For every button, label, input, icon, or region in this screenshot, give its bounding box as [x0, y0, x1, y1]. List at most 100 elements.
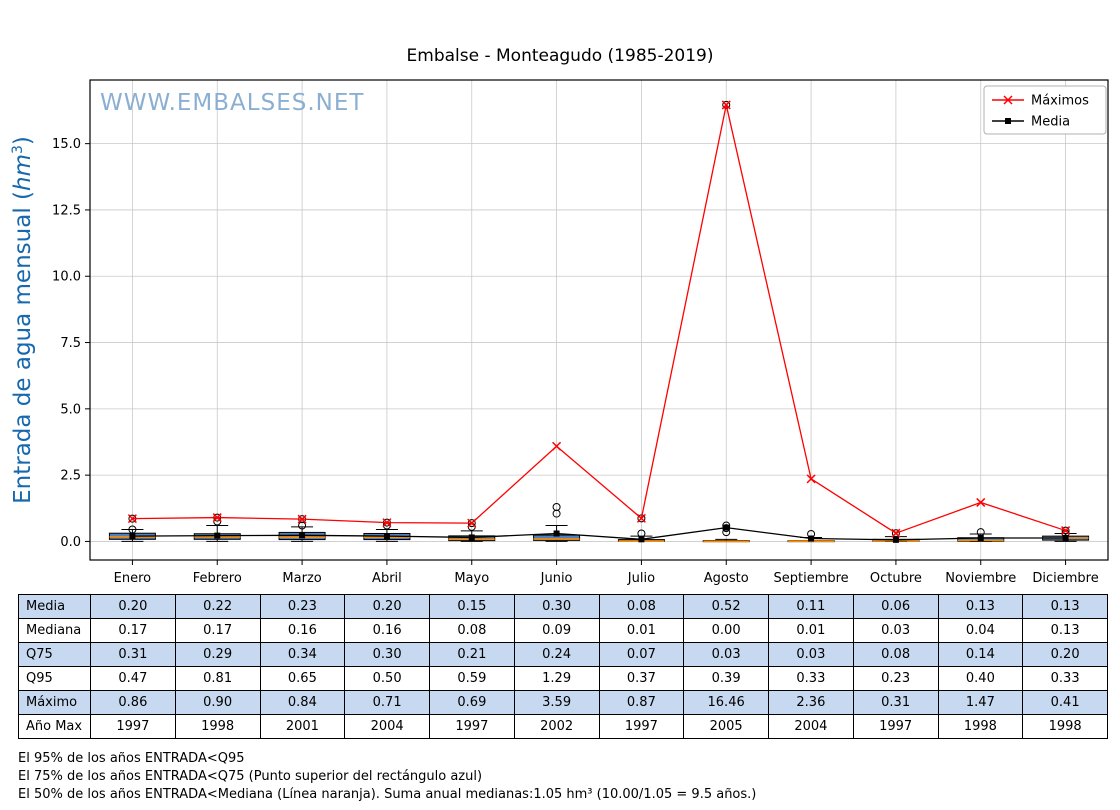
table-cell: 16.46 — [683, 690, 769, 715]
outlier-marker — [722, 100, 731, 109]
table-cell: 0.22 — [174, 594, 261, 619]
table-cell: 0.21 — [429, 642, 515, 667]
table-cell: 0.03 — [683, 642, 769, 667]
legend: Máximos Media — [983, 85, 1107, 135]
svg-text:Julio: Julio — [627, 571, 655, 586]
svg-text:15.0: 15.0 — [52, 137, 81, 152]
svg-text:5.0: 5.0 — [60, 402, 81, 417]
row-header: Máximo — [18, 690, 91, 715]
table-cell: 0.31 — [90, 642, 176, 667]
table-cell: 0.23 — [852, 666, 939, 691]
outlier-marker — [128, 525, 137, 534]
watermark: WWW.EMBALSES.NET — [100, 90, 364, 116]
svg-text:Octubre: Octubre — [870, 571, 922, 586]
table-cell: 0.00 — [683, 618, 769, 643]
svg-text:Agosto: Agosto — [704, 571, 749, 586]
table-row: Máximo 0.86 0.90 0.84 0.71 0.69 3.59 0.87 16.46 2… — [18, 690, 1108, 715]
table-cell: 0.81 — [174, 666, 261, 691]
row-header: Año Max — [18, 714, 91, 739]
x-axis-labels: Enero Febrero Marzo Abril Mayo Junio Julio Agos… — [114, 560, 1099, 586]
table-cell: 0.84 — [259, 690, 346, 715]
table-cell: 0.17 — [174, 618, 261, 643]
svg-text:Junio: Junio — [540, 571, 573, 586]
table-cell: 0.23 — [259, 594, 346, 619]
table-cell: 1.47 — [937, 690, 1024, 715]
outlier-marker — [552, 502, 561, 511]
svg-text:Febrero: Febrero — [193, 571, 242, 586]
svg-text:Septiembre: Septiembre — [773, 571, 848, 586]
table-cell: 0.09 — [513, 618, 600, 643]
svg-text:2.5: 2.5 — [60, 469, 81, 484]
table-cell: 1998 — [937, 714, 1024, 739]
table-cell: 0.90 — [174, 690, 261, 715]
footnote-q75: El 75% de los años ENTRADA<Q75 (Punto su… — [18, 769, 483, 784]
table-cell: 0.65 — [259, 666, 346, 691]
svg-text:Marzo: Marzo — [282, 571, 321, 586]
table-cell: 0.01 — [598, 618, 685, 643]
table-cell: 0.69 — [429, 690, 515, 715]
gridlines — [90, 80, 1108, 560]
legend-label-maximos: Máximos — [1031, 94, 1089, 109]
table-cell: 0.06 — [852, 594, 939, 619]
row-header: Mediana — [18, 618, 91, 643]
outlier-marker — [298, 521, 307, 530]
table-row: Media 0.20 0.22 0.23 0.20 0.15 0.30 0.08 0.52 0.1… — [18, 594, 1108, 619]
y-axis-label: Entrada de agua mensual (hm3) — [10, 136, 36, 504]
chart-canvas: 0.0 2.5 5.0 7.5 10.0 12.5 15.0 Enero Febrero Marz… — [10, 79, 1109, 586]
table-cell: 0.34 — [259, 642, 346, 667]
svg-text:Abril: Abril — [372, 571, 402, 586]
table-cell: 0.13 — [1022, 618, 1108, 643]
table-cell: 0.52 — [683, 594, 769, 619]
table-cell: 0.30 — [513, 594, 600, 619]
table-cell: 0.11 — [768, 594, 854, 619]
y-axis-ticks: 0.0 2.5 5.0 7.5 10.0 12.5 15.0 — [52, 137, 90, 550]
table-cell: 0.20 — [90, 594, 176, 619]
svg-text:Enero: Enero — [114, 571, 152, 586]
table-cell: 0.17 — [90, 618, 176, 643]
plot-area — [90, 80, 1108, 560]
table-cell: 0.07 — [598, 642, 685, 667]
legend-label-media: Media — [1031, 115, 1070, 130]
row-header: Q95 — [18, 666, 91, 691]
table-cell: 0.33 — [1022, 666, 1108, 691]
table-cell: 0.50 — [344, 666, 430, 691]
outlier-marker — [891, 529, 900, 538]
table-cell: 0.20 — [344, 594, 430, 619]
table-cell: 3.59 — [513, 690, 600, 715]
table-cell: 0.13 — [937, 594, 1024, 619]
table-cell: 0.16 — [259, 618, 346, 643]
svg-text:7.5: 7.5 — [60, 336, 81, 351]
table-cell: 0.16 — [344, 618, 430, 643]
outlier-marker — [1061, 526, 1070, 535]
table-cell: 1997 — [90, 714, 176, 739]
table-cell: 1.29 — [513, 666, 600, 691]
table-cell: 0.37 — [598, 666, 685, 691]
stats-table: Media 0.20 0.22 0.23 0.20 0.15 0.30 0.08 0.52 0.1… — [18, 594, 1108, 739]
footnote-q95: El 95% de los años ENTRADA<Q95 — [18, 751, 245, 766]
row-header: Q75 — [18, 642, 91, 667]
table-row: Año Max 1997 1998 2001 2004 1997 2002 1997 2005 2… — [18, 714, 1108, 739]
svg-text:Mayo: Mayo — [454, 571, 489, 586]
table-cell: 0.59 — [429, 666, 515, 691]
table-cell: 0.14 — [937, 642, 1024, 667]
table-cell: 2004 — [768, 714, 854, 739]
table-cell: 0.24 — [513, 642, 600, 667]
table-cell: 2004 — [344, 714, 430, 739]
table-cell: 2005 — [683, 714, 769, 739]
table-cell: 0.20 — [1022, 642, 1108, 667]
table-cell: 0.15 — [429, 594, 515, 619]
chart-title: Embalse - Monteagudo (1985-2019) — [406, 46, 714, 66]
table-cell: 0.03 — [768, 642, 854, 667]
table-cell: 0.71 — [344, 690, 430, 715]
maximos-line — [127, 100, 1071, 538]
table-cell: 1997 — [429, 714, 515, 739]
table-row: Q95 0.47 0.81 0.65 0.50 0.59 1.29 0.37 0.39 0.33 0… — [18, 666, 1108, 691]
table-cell: 0.08 — [429, 618, 515, 643]
table-cell: 0.01 — [768, 618, 854, 643]
table-cell: 0.39 — [683, 666, 769, 691]
plot-border — [89, 79, 1109, 561]
table-cell: 0.47 — [90, 666, 176, 691]
table-cell: 0.87 — [598, 690, 685, 715]
table-cell: 0.04 — [937, 618, 1024, 643]
